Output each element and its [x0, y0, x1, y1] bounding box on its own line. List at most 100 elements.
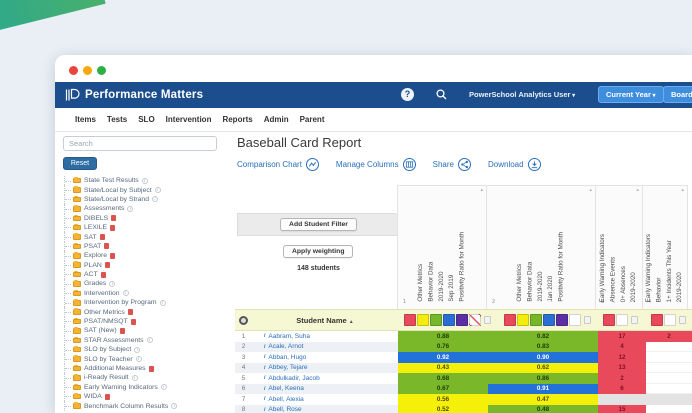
help-icon[interactable]: ?	[401, 88, 414, 101]
data-cell[interactable]: 0.83	[488, 341, 598, 352]
data-cell[interactable]: 0.56	[398, 394, 488, 405]
tree-item[interactable]: LEXILE	[64, 222, 218, 233]
close-window-icon[interactable]	[69, 66, 78, 75]
nav-item-parent[interactable]: Parent	[299, 115, 325, 124]
student-name-link[interactable]: Abell, Rose	[268, 406, 302, 413]
student-name-cell[interactable]: i Abbey, Tejare	[252, 363, 398, 374]
column-menu-icon[interactable]	[484, 316, 491, 324]
data-cell[interactable]: 17	[598, 331, 646, 342]
data-cell[interactable]: 0.88	[398, 331, 488, 342]
nav-item-items[interactable]: Items	[75, 115, 96, 124]
tree-item[interactable]: Other Metrics	[64, 307, 218, 317]
data-cell[interactable]: 2	[598, 373, 646, 384]
apply-weighting-button[interactable]: Apply weighting	[283, 245, 354, 258]
purple-swatch[interactable]	[556, 314, 568, 326]
student-name-link[interactable]: Acale, Arnot	[268, 343, 304, 351]
tree-item[interactable]: PSAT	[64, 241, 218, 252]
tree-item[interactable]: DIBELS	[64, 213, 218, 223]
data-cell[interactable]	[646, 373, 692, 384]
tree-item[interactable]: SLO by Subject i	[64, 345, 218, 355]
tree-item[interactable]: Intervention i	[64, 288, 218, 299]
column-header[interactable]: ▴ 4 Early Warning Indicators Behavior 1+ I…	[642, 185, 688, 309]
data-cell[interactable]: 0.48	[488, 404, 598, 413]
download-link[interactable]: Download	[488, 158, 541, 171]
reset-button[interactable]: Reset	[63, 157, 97, 170]
data-cell[interactable]: 0.68	[398, 373, 488, 384]
nav-item-tests[interactable]: Tests	[106, 115, 128, 124]
data-cell[interactable]: 0.91	[488, 383, 598, 394]
data-cell[interactable]	[646, 394, 692, 405]
blue-swatch[interactable]	[543, 314, 555, 326]
white-swatch[interactable]	[569, 314, 581, 326]
student-name-cell[interactable]: i Abell, Rose	[252, 405, 398, 413]
data-cell[interactable]	[646, 404, 692, 413]
nav-item-reports[interactable]: Reports	[222, 115, 253, 124]
share-link[interactable]: Share	[433, 158, 471, 171]
white-swatch[interactable]	[664, 314, 676, 326]
data-cell[interactable]: 2	[646, 331, 692, 342]
data-cell[interactable]	[646, 383, 692, 394]
tree-item[interactable]: Explore	[64, 251, 218, 261]
column-menu-icon[interactable]	[679, 316, 686, 324]
tree-item[interactable]: Benchmark Column Results i	[64, 401, 218, 411]
tree-item[interactable]: Additional Measures	[64, 363, 218, 374]
student-name-link[interactable]: Abban, Hugo	[268, 353, 307, 361]
green-swatch[interactable]	[530, 314, 542, 326]
data-cell[interactable]	[646, 362, 692, 373]
data-cell[interactable]: 0.76	[398, 341, 488, 352]
tree-item[interactable]: STAR Assessments i	[64, 335, 218, 346]
data-cell[interactable]: 15	[598, 404, 646, 413]
data-cell[interactable]: 6	[598, 383, 646, 394]
data-cell[interactable]	[598, 394, 646, 405]
column-menu-icon[interactable]	[631, 316, 638, 324]
nav-item-admin[interactable]: Admin	[263, 115, 289, 124]
student-name-link[interactable]: Abbey, Tejare	[268, 364, 308, 372]
nav-item-slo[interactable]: SLO	[138, 115, 155, 124]
tree-item[interactable]: PSAT/NMSQT	[64, 316, 218, 327]
data-cell[interactable]: 0.67	[398, 383, 488, 394]
current-year-button[interactable]: Current Year	[598, 86, 664, 103]
data-cell[interactable]: 4	[598, 341, 646, 352]
tree-item[interactable]: SAT (New)	[64, 326, 218, 336]
red-swatch[interactable]	[504, 314, 516, 326]
search-icon[interactable]	[435, 88, 448, 106]
add-student-filter-button[interactable]: Add Student Filter	[280, 218, 357, 231]
tree-item[interactable]: State/Local by Subject i	[64, 185, 218, 195]
green-swatch[interactable]	[430, 314, 442, 326]
data-cell[interactable]: 0.86	[488, 373, 598, 384]
tree-item[interactable]: Intervention by Program i	[64, 298, 218, 308]
red-swatch[interactable]	[404, 314, 416, 326]
red-swatch[interactable]	[651, 314, 663, 326]
student-name-link[interactable]: Aabram, Suha	[268, 332, 310, 340]
minimize-window-icon[interactable]	[83, 66, 92, 75]
student-name-link[interactable]: Abel, Keena	[268, 385, 304, 393]
data-cell[interactable]	[646, 352, 692, 363]
data-cell[interactable]: 0.47	[488, 394, 598, 405]
data-cell[interactable]: 0.52	[398, 404, 488, 413]
blue-swatch[interactable]	[443, 314, 455, 326]
column-header[interactable]: ▴ 1 Other Metrics Behavior Data 2019-2020 …	[397, 185, 487, 309]
expand-all-button[interactable]	[235, 315, 252, 325]
tree-item[interactable]: i-Ready Result i	[64, 373, 218, 383]
data-cell[interactable]	[646, 341, 692, 352]
tree-item[interactable]: PLAN	[64, 260, 218, 270]
student-name-cell[interactable]: i Abell, Alexia	[252, 394, 398, 405]
column-header[interactable]: ▴ 3 Early Warning Indicators Absence Event…	[595, 185, 643, 309]
data-cell[interactable]: 0.62	[488, 362, 598, 373]
data-cell[interactable]: 0.90	[488, 352, 598, 363]
data-cell[interactable]: 12	[598, 352, 646, 363]
student-name-header[interactable]: Student Name ▲	[252, 316, 398, 325]
tree-item[interactable]: Early Warning Indicators i	[64, 382, 218, 392]
student-name-cell[interactable]: i Abel, Keena	[252, 384, 398, 395]
crossed-swatch[interactable]	[469, 314, 481, 326]
tree-item[interactable]: SLO by Teacher i	[64, 354, 218, 364]
tree-item[interactable]: State Test Results i	[64, 176, 218, 186]
tree-item[interactable]: Assessments i	[64, 204, 218, 214]
yellow-swatch[interactable]	[517, 314, 529, 326]
maximize-window-icon[interactable]	[97, 66, 106, 75]
white-swatch[interactable]	[616, 314, 628, 326]
data-cell[interactable]: 0.43	[398, 362, 488, 373]
tree-item[interactable]: WIDA	[64, 391, 218, 402]
nav-item-intervention[interactable]: Intervention	[165, 115, 212, 124]
student-name-cell[interactable]: i Acale, Arnot	[252, 342, 398, 353]
